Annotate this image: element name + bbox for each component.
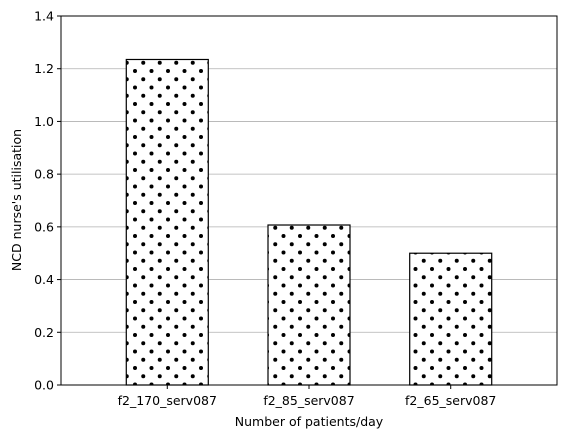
- x-axis-ticks: f2_170_serv087 f2_85_serv087 f2_65_serv087: [118, 385, 496, 408]
- x-tick-label: f2_85_serv087: [263, 393, 354, 408]
- y-tick-label: 0.6: [34, 219, 54, 234]
- x-tick-label: f2_65_serv087: [405, 393, 496, 408]
- y-tick-label: 0.8: [34, 167, 54, 182]
- y-tick-label: 1.4: [34, 9, 54, 24]
- bar: [125, 58, 209, 386]
- bar: [409, 252, 493, 386]
- bars: [125, 58, 493, 386]
- x-tick-label: f2_170_serv087: [118, 393, 217, 408]
- y-axis-label: NCD nurse's utilisation: [9, 129, 24, 271]
- x-axis-label: Number of patients/day: [235, 414, 384, 429]
- bar: [267, 224, 351, 386]
- y-tick-label: 0.2: [34, 325, 54, 340]
- y-tick-label: 1.2: [34, 61, 54, 76]
- y-tick-label: 0.4: [34, 272, 54, 287]
- y-tick-label: 0.0: [34, 378, 54, 393]
- y-tick-label: 1.0: [34, 114, 54, 129]
- y-axis-ticks: 0.0 0.2 0.4 0.6 0.8 1.0 1.2 1.4: [34, 9, 61, 393]
